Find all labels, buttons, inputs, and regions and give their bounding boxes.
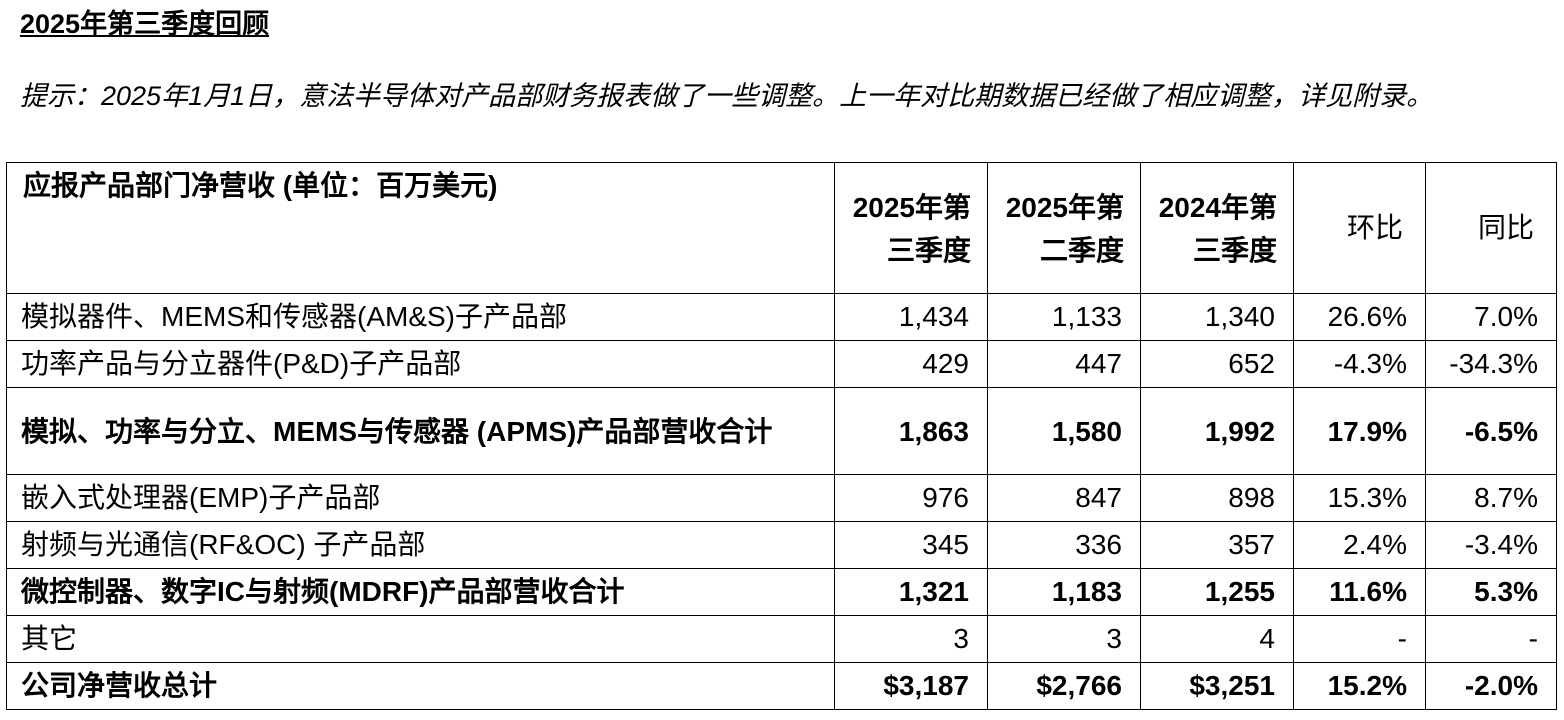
cell-yoy: 5.3%: [1425, 568, 1557, 616]
cell-yoy: -2.0%: [1425, 662, 1557, 710]
cell-q2-2025: $2,766: [987, 662, 1141, 710]
header-q3-2024: 2024年第三季度: [1140, 162, 1294, 294]
row-label: 模拟、功率与分立、MEMS与传感器 (APMS)产品部营收合计: [6, 387, 835, 475]
cell-qoq: 17.9%: [1293, 387, 1426, 475]
row-label: 射频与光通信(RF&OC) 子产品部: [6, 521, 835, 569]
row-label: 公司净营收总计: [6, 662, 835, 710]
header-yoy: 同比: [1425, 162, 1557, 294]
cell-q3-2025: 3: [834, 615, 988, 663]
table-row: 功率产品与分立器件(P&D)子产品部 429 447 652 -4.3% -34…: [6, 340, 1557, 388]
adjustment-note: 提示：2025年1月1日，意法半导体对产品部财务报表做了一些调整。上一年对比期数…: [20, 81, 1434, 111]
header-segment-label: 应报产品部门净营收 (单位：百万美元): [6, 162, 835, 294]
cell-q3-2025: 429: [834, 340, 988, 388]
cell-yoy: -6.5%: [1425, 387, 1557, 475]
cell-qoq: 2.4%: [1293, 521, 1426, 569]
table-row: 射频与光通信(RF&OC) 子产品部 345 336 357 2.4% -3.4…: [6, 521, 1557, 569]
cell-q2-2025: 1,183: [987, 568, 1141, 616]
header-q3-2025: 2025年第三季度: [834, 162, 988, 294]
cell-q2-2025: 1,580: [987, 387, 1141, 475]
table-row: 嵌入式处理器(EMP)子产品部 976 847 898 15.3% 8.7%: [6, 474, 1557, 522]
table-header-row: 应报产品部门净营收 (单位：百万美元) 2025年第三季度 2025年第二季度 …: [6, 162, 1557, 294]
table-row: 模拟、功率与分立、MEMS与传感器 (APMS)产品部营收合计 1,863 1,…: [6, 387, 1557, 475]
cell-q3-2025: 1,321: [834, 568, 988, 616]
cell-q3-2025: 1,434: [834, 293, 988, 341]
row-label: 微控制器、数字IC与射频(MDRF)产品部营收合计: [6, 568, 835, 616]
cell-q3-2025: $3,187: [834, 662, 988, 710]
cell-qoq: 26.6%: [1293, 293, 1426, 341]
cell-q3-2024: 652: [1140, 340, 1294, 388]
cell-yoy: 7.0%: [1425, 293, 1557, 341]
cell-q3-2024: 1,255: [1140, 568, 1294, 616]
cell-q3-2024: 898: [1140, 474, 1294, 522]
header-q2-2025: 2025年第二季度: [987, 162, 1141, 294]
table-row-total: 公司净营收总计 $3,187 $2,766 $3,251 15.2% -2.0%: [6, 662, 1557, 710]
cell-qoq: -4.3%: [1293, 340, 1426, 388]
row-label: 其它: [6, 615, 835, 663]
row-label: 模拟器件、MEMS和传感器(AM&S)子产品部: [6, 293, 835, 341]
cell-q2-2025: 3: [987, 615, 1141, 663]
row-label: 嵌入式处理器(EMP)子产品部: [6, 474, 835, 522]
cell-q3-2024: 1,340: [1140, 293, 1294, 341]
cell-q3-2024: 357: [1140, 521, 1294, 569]
cell-q3-2024: $3,251: [1140, 662, 1294, 710]
cell-qoq: 15.2%: [1293, 662, 1426, 710]
cell-qoq: 15.3%: [1293, 474, 1426, 522]
cell-q3-2024: 4: [1140, 615, 1294, 663]
cell-qoq: 11.6%: [1293, 568, 1426, 616]
revenue-table: 应报产品部门净营收 (单位：百万美元) 2025年第三季度 2025年第二季度 …: [6, 162, 1557, 710]
cell-q3-2025: 1,863: [834, 387, 988, 475]
cell-q2-2025: 1,133: [987, 293, 1141, 341]
table-row: 微控制器、数字IC与射频(MDRF)产品部营收合计 1,321 1,183 1,…: [6, 568, 1557, 616]
row-label: 功率产品与分立器件(P&D)子产品部: [6, 340, 835, 388]
cell-qoq: -: [1293, 615, 1426, 663]
cell-q3-2024: 1,992: [1140, 387, 1294, 475]
page-title: 2025年第三季度回顾: [20, 9, 270, 39]
cell-yoy: -3.4%: [1425, 521, 1557, 569]
cell-q2-2025: 847: [987, 474, 1141, 522]
cell-q2-2025: 447: [987, 340, 1141, 388]
cell-q2-2025: 336: [987, 521, 1141, 569]
header-qoq: 环比: [1293, 162, 1426, 294]
cell-yoy: -: [1425, 615, 1557, 663]
cell-yoy: 8.7%: [1425, 474, 1557, 522]
cell-q3-2025: 345: [834, 521, 988, 569]
table-row: 模拟器件、MEMS和传感器(AM&S)子产品部 1,434 1,133 1,34…: [6, 293, 1557, 341]
cell-yoy: -34.3%: [1425, 340, 1557, 388]
table-row: 其它 3 3 4 - -: [6, 615, 1557, 663]
cell-q3-2025: 976: [834, 474, 988, 522]
